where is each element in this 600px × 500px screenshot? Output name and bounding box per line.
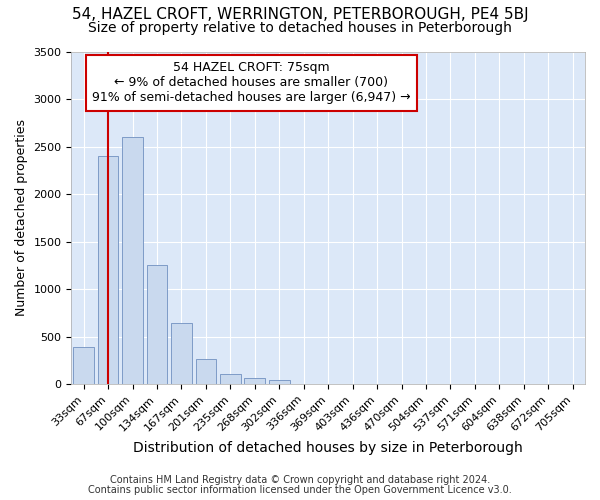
Bar [73,347,94,384]
Bar [244,378,265,384]
Bar [122,137,143,384]
Y-axis label: Number of detached properties: Number of detached properties [15,120,28,316]
Bar [220,374,241,384]
Text: 54 HAZEL CROFT: 75sqm
← 9% of detached houses are smaller (700)
91% of semi-deta: 54 HAZEL CROFT: 75sqm ← 9% of detached h… [92,62,410,104]
Bar [146,266,167,384]
Text: Contains public sector information licensed under the Open Government Licence v3: Contains public sector information licen… [88,485,512,495]
Bar [196,360,217,384]
Text: Contains HM Land Registry data © Crown copyright and database right 2024.: Contains HM Land Registry data © Crown c… [110,475,490,485]
Text: Size of property relative to detached houses in Peterborough: Size of property relative to detached ho… [88,21,512,35]
X-axis label: Distribution of detached houses by size in Peterborough: Distribution of detached houses by size … [133,441,523,455]
Text: 54, HAZEL CROFT, WERRINGTON, PETERBOROUGH, PE4 5BJ: 54, HAZEL CROFT, WERRINGTON, PETERBOROUG… [71,8,529,22]
Bar [98,156,118,384]
Bar [171,323,192,384]
Bar [269,380,290,384]
